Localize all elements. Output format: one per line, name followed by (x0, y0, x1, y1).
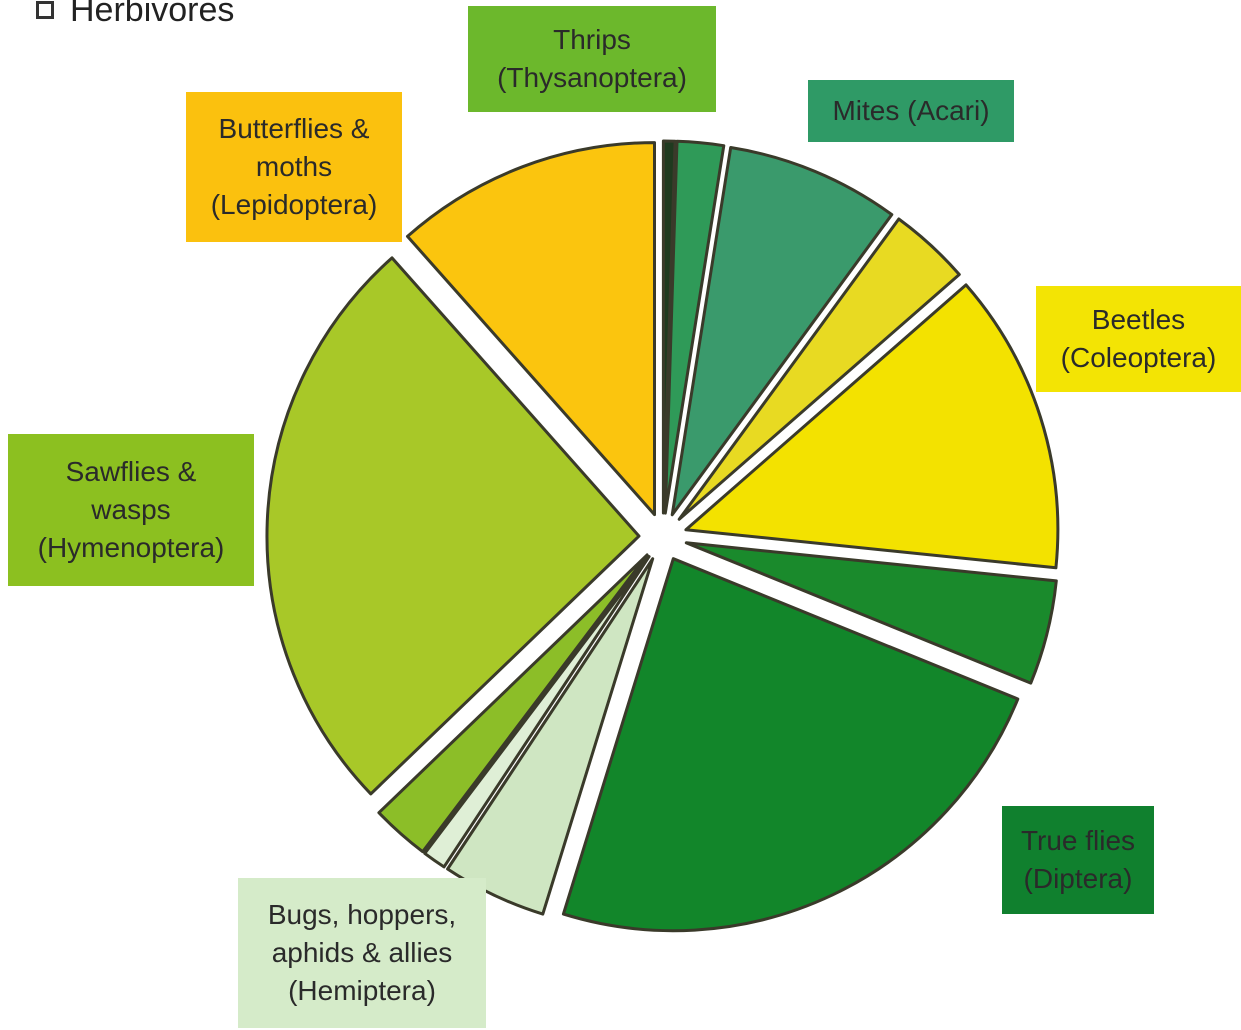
pie-slice-1 (663, 139, 726, 515)
label-thrips: Thrips (Thysanoptera) (468, 6, 716, 112)
legend-label: Herbivores (70, 0, 235, 29)
label-sawflies: Sawflies & wasps (Hymenoptera) (8, 434, 254, 586)
pie-slice-0 (661, 139, 677, 515)
pie-slice-8 (423, 555, 651, 869)
pie-slice-10 (265, 256, 641, 796)
pie-slice-9 (377, 553, 649, 854)
pie-slice-7 (446, 557, 655, 916)
legend: Herbivores (36, 0, 235, 29)
pie-slice-3 (677, 217, 961, 521)
label-bugs: Bugs, hoppers, aphids & allies (Hemipter… (238, 878, 486, 1028)
label-mites: Mites (Acari) (808, 80, 1014, 142)
pie-slice-6 (561, 557, 1020, 933)
label-beetles: Beetles (Coleoptera) (1036, 286, 1241, 392)
pie-slice-2 (670, 146, 894, 517)
label-true-flies: True flies (Diptera) (1002, 806, 1154, 914)
legend-swatch-icon (36, 1, 54, 19)
pie-slice-11 (406, 141, 656, 517)
label-butterflies: Butterflies & moths (Lepidoptera) (186, 92, 402, 242)
pie-slice-4 (684, 283, 1060, 570)
pie-slice-5 (684, 541, 1058, 685)
